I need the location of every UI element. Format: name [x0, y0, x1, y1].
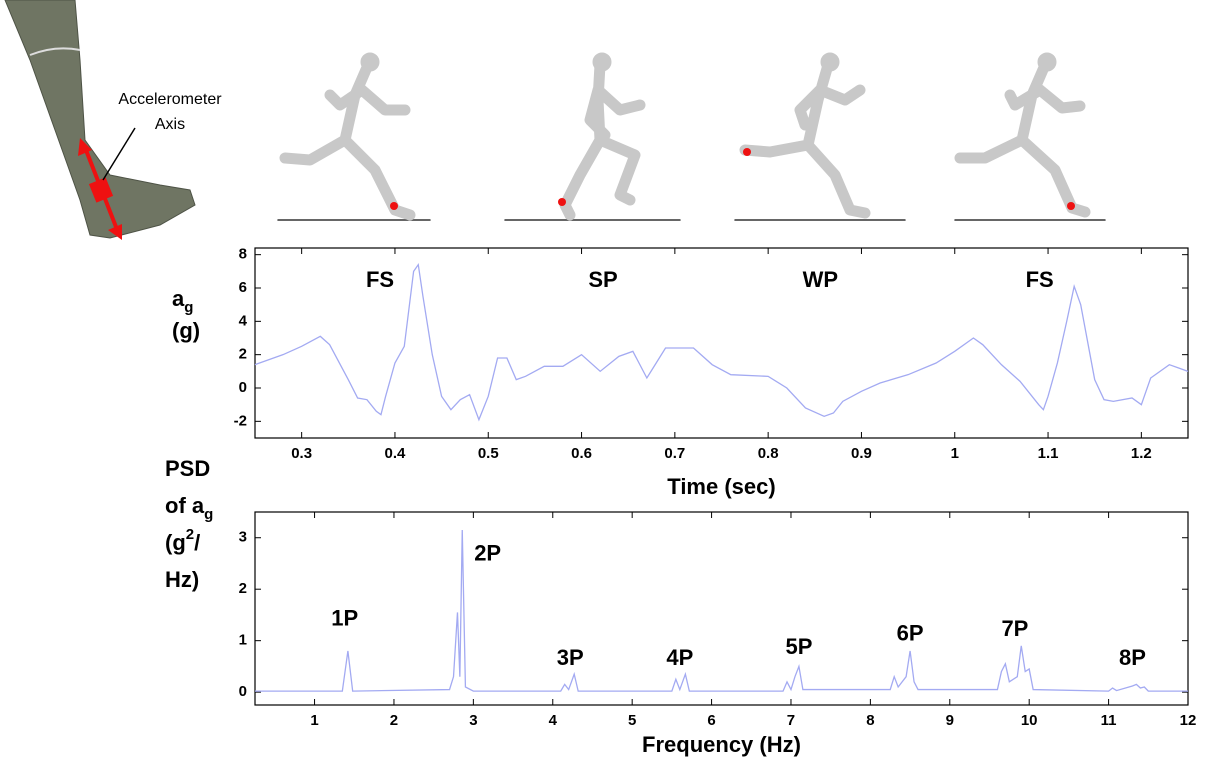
leg-label: Accelerometer [118, 91, 222, 108]
annotation: 6P [897, 620, 924, 645]
annotation: 3P [557, 645, 584, 670]
x-tick-label: 5 [628, 712, 636, 729]
runner-body [559, 59, 646, 221]
x-tick-label: 12 [1180, 712, 1197, 729]
annotation: 4P [666, 645, 693, 670]
axis-arrow [108, 224, 122, 240]
annotation: 7P [1001, 616, 1028, 641]
annotation: 2P [474, 541, 501, 566]
annotation: 5P [785, 634, 812, 659]
x-tick-label: 0.4 [385, 445, 407, 462]
y-axis-label: PSD [165, 456, 210, 481]
label-part: of a [165, 493, 205, 518]
marker [743, 148, 751, 156]
leg-seam [29, 47, 81, 56]
plot-frame [254, 247, 1189, 439]
x-tick-label: 11 [1101, 712, 1117, 729]
label-script: g [204, 506, 213, 523]
y-tick-label: 8 [239, 246, 247, 263]
accelerometer [88, 177, 114, 203]
runner-head [592, 52, 612, 72]
axis-arrow [78, 138, 92, 156]
marker [1067, 202, 1075, 210]
data-line [255, 529, 1188, 692]
runner-body [279, 59, 416, 221]
x-tick-label: 4 [549, 712, 558, 729]
y-tick-label: 1 [239, 632, 247, 649]
y-tick-label: 2 [239, 580, 247, 597]
y-axis-label: of ag​ [165, 493, 213, 523]
x-tick-label: 1.1 [1038, 445, 1059, 462]
y-tick-label: 6 [239, 279, 247, 296]
x-tick-label: 8 [866, 712, 874, 729]
x-tick-label: 0.8 [758, 445, 779, 462]
x-tick-label: 1 [951, 445, 959, 462]
data-line [254, 262, 1189, 422]
plot-frame [254, 511, 1189, 706]
x-tick-label: 0.5 [478, 445, 499, 462]
runner [954, 52, 1106, 221]
marker [390, 202, 398, 210]
annotation: FS [366, 267, 394, 292]
annotation: FS [1026, 267, 1054, 292]
x-tick-label: 0.9 [851, 445, 872, 462]
leg-label: Axis [155, 116, 185, 133]
runner [277, 52, 431, 221]
x-tick-label: 10 [1021, 712, 1038, 729]
x-axis-label: Frequency (Hz) [642, 732, 801, 757]
label-part: (g [165, 530, 186, 555]
label-part: Hz) [165, 567, 199, 592]
y-axis-label: (g) [172, 318, 200, 343]
annotation: 1P [331, 605, 358, 630]
leg-shape [4, 0, 196, 239]
label-pointer [102, 127, 136, 181]
y-tick-label: 0 [239, 379, 247, 396]
label-part: a [172, 286, 185, 311]
x-tick-label: 0.7 [664, 445, 685, 462]
label-script: 2 [186, 526, 194, 543]
x-tick-label: 9 [946, 712, 954, 729]
x-tick-label: 0.6 [571, 445, 592, 462]
label-script: g [184, 299, 193, 316]
marker [558, 198, 566, 206]
x-tick-label: 7 [787, 712, 795, 729]
label-part: / [194, 530, 200, 555]
runner-head [820, 52, 840, 72]
x-tick-label: 1 [310, 712, 318, 729]
y-tick-label: -2 [234, 412, 247, 429]
runners [277, 52, 1106, 221]
label-part: (g) [172, 318, 200, 343]
annotation: SP [588, 267, 617, 292]
x-tick-label: 6 [707, 712, 715, 729]
annotation: 8P [1119, 645, 1146, 670]
y-tick-label: 2 [239, 346, 247, 363]
x-tick-label: 0.3 [291, 445, 312, 462]
runner-body [739, 59, 871, 219]
y-axis-label: ag​ [172, 286, 193, 316]
y-axis-label: (g2​/ [165, 526, 200, 555]
x-tick-label: 2 [390, 712, 398, 729]
x-tick-label: 1.2 [1131, 445, 1152, 462]
label-part: PSD [165, 456, 210, 481]
y-tick-label: 0 [239, 683, 247, 700]
leg-illustration: Accelerometer Axis [0, 0, 232, 240]
y-tick-label: 4 [239, 312, 248, 329]
x-axis-label: Time (sec) [667, 474, 775, 499]
y-axis-label: Hz) [165, 567, 199, 592]
y-tick-label: 3 [239, 529, 247, 546]
x-tick-label: 3 [469, 712, 477, 729]
runner-head [1037, 52, 1057, 72]
runner [734, 52, 906, 221]
runner-head [360, 52, 380, 72]
runner-body [954, 59, 1091, 218]
runner [504, 52, 681, 221]
annotation: WP [803, 267, 838, 292]
